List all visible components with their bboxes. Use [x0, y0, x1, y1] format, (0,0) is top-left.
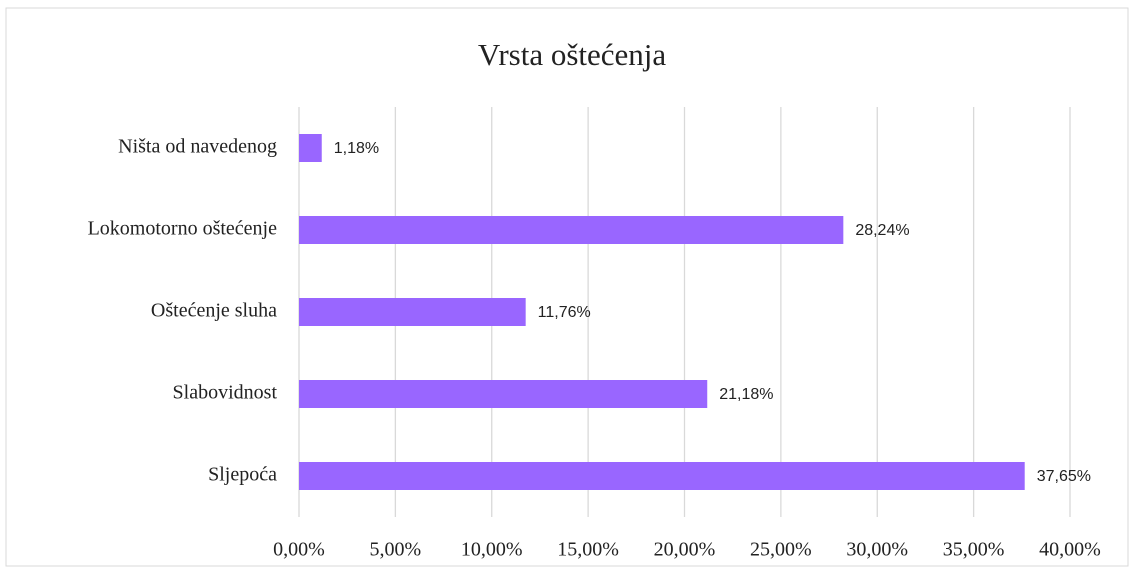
chart-title: Vrsta oštećenja [478, 37, 667, 72]
y-tick-label: Slabovidnost [173, 382, 278, 404]
x-tick-label: 35,00% [943, 539, 1005, 561]
bar [299, 216, 844, 244]
x-tick-label: 5,00% [370, 539, 422, 561]
x-tick-label: 10,00% [461, 539, 523, 561]
bar [299, 298, 526, 326]
y-tick-label: Oštećenje sluha [151, 300, 277, 322]
bar [299, 462, 1025, 490]
y-tick-label: Sljepoća [208, 464, 277, 486]
value-label: 11,76% [538, 304, 591, 321]
value-label: 1,18% [334, 140, 379, 157]
x-tick-label: 40,00% [1039, 539, 1101, 561]
y-tick-label: Ništa od navedenog [118, 136, 277, 158]
bar [299, 380, 708, 408]
bar [299, 134, 322, 162]
x-tick-label: 25,00% [750, 539, 812, 561]
value-label: 21,18% [719, 386, 773, 403]
x-tick-label: 15,00% [557, 539, 619, 561]
y-tick-label: Lokomotorno oštećenje [88, 218, 278, 240]
value-label: 37,65% [1037, 468, 1091, 485]
value-label: 28,24% [855, 222, 909, 239]
x-tick-label: 20,00% [654, 539, 716, 561]
x-tick-label: 30,00% [846, 539, 908, 561]
x-tick-label: 0,00% [273, 539, 325, 561]
